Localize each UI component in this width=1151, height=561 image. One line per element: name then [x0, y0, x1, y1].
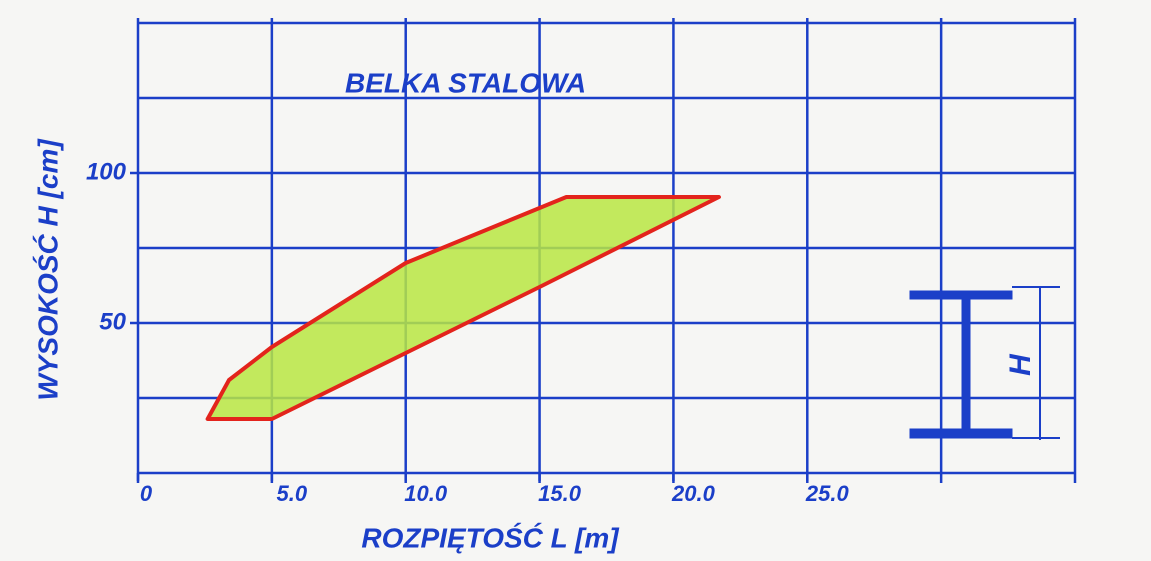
beam-flange	[910, 429, 1012, 438]
chart-title: BELKA STALOWA	[345, 67, 586, 98]
x-tick-label: 20.0	[671, 481, 716, 506]
x-tick-label: 0	[140, 481, 153, 506]
y-axis-label: WYSOKOŚĆ H [cm]	[32, 138, 63, 401]
chart: BELKA STALOWA ROZPIĘTOŚĆ L [m] WYSOKOŚĆ …	[0, 0, 1151, 561]
x-tick-label: 25.0	[805, 481, 850, 506]
beam-flange	[910, 291, 1012, 299]
x-tick-label: 5.0	[277, 481, 308, 506]
beam-web	[962, 299, 970, 429]
x-tick-label: 10.0	[404, 481, 448, 506]
y-tick-label: 50	[99, 308, 126, 335]
x-axis-label: ROZPIĘTOŚĆ L [m]	[361, 522, 620, 553]
x-tick-label: 15.0	[538, 481, 582, 506]
beam-label: H	[1004, 353, 1037, 376]
y-tick-label: 100	[86, 158, 127, 185]
